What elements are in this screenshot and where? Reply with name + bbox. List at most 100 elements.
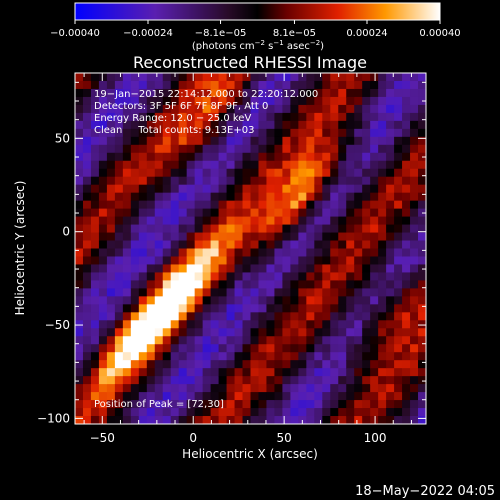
heatmap-cell [306,280,315,289]
heatmap-cell [242,248,252,258]
heatmap-cell [362,384,371,393]
heatmap-cell [306,392,315,401]
heatmap-cell [394,216,403,226]
heatmap-cell [130,392,140,401]
heatmap-cell [122,320,132,329]
heatmap-cell [266,160,276,170]
heatmap-cell [354,392,363,401]
heatmap-cell [402,248,411,258]
heatmap-cell [258,376,268,385]
heatmap-cell [322,360,331,369]
heatmap-cell [146,224,156,234]
heatmap-cell [242,264,252,274]
heatmap-cell [194,152,204,162]
heatmap-cell [362,280,371,289]
heatmap-cell [250,200,260,210]
heatmap-cell [202,392,212,401]
heatmap-cell [418,304,426,313]
heatmap-cell [298,232,307,242]
heatmap-cell [386,328,395,337]
heatmap-cell [258,192,268,202]
heatmap-cell [274,280,284,289]
heatmap-cell [314,73,323,82]
heatmap-cell [298,336,307,345]
heatmap-cell [75,336,84,345]
heatmap-cell [178,144,188,154]
heatmap-cell [282,224,291,234]
heatmap-cell [202,128,212,138]
heatmap-cell [322,80,331,90]
heatmap-cell [210,352,220,361]
heatmap-cell [338,80,347,90]
heatmap-cell [370,416,379,424]
heatmap-cell [170,240,180,250]
heatmap-cell [298,360,307,369]
heatmap-cell [402,112,411,122]
heatmap-cell [226,256,236,266]
heatmap-cell [82,296,92,305]
heatmap-cell [266,192,276,202]
heatmap-cell [210,408,220,417]
heatmap-cell [106,344,116,353]
heatmap-cell [178,73,188,82]
heatmap-cell [306,176,315,186]
heatmap-cell [210,240,220,250]
heatmap-cell [146,160,156,170]
heatmap-cell [226,240,236,250]
heatmap-cell [194,136,204,146]
heatmap-cell [418,128,426,138]
heatmap-cell [98,96,108,106]
heatmap-cell [75,272,84,282]
heatmap-cell [122,176,132,186]
heatmap-cell [194,384,204,393]
heatmap-cell [394,224,403,234]
heatmap-cell [234,344,244,353]
heatmap-cell [322,272,331,282]
heatmap-cell [346,136,355,146]
heatmap-cell [186,392,196,401]
heatmap-cell [90,376,100,385]
heatmap-cell [402,88,411,98]
heatmap-cell [306,344,315,353]
heatmap-cell [274,368,284,377]
heatmap-cell [250,296,260,305]
heatmap-cell [298,248,307,258]
heatmap-cell [202,136,212,146]
heatmap-cell [346,160,355,170]
heatmap-cell [234,232,244,242]
heatmap-cell [362,144,371,154]
heatmap-cell [378,288,387,297]
heatmap-cell [75,80,84,90]
heatmap-cell [170,384,180,393]
heatmap-cell [330,312,339,321]
heatmap-cell [370,232,379,242]
heatmap-cell [250,88,260,98]
heatmap-cell [378,152,387,162]
heatmap-cell [218,104,228,114]
heatmap-cell [370,104,379,114]
heatmap-cell [90,368,100,377]
heatmap-cell [114,192,124,202]
heatmap-cell [258,184,268,194]
heatmap-cell [218,392,228,401]
heatmap-cell [218,224,228,234]
heatmap-cell [170,200,180,210]
heatmap-cell [122,272,132,282]
heatmap-cell [98,248,108,258]
heatmap-cell [386,344,395,353]
info-line-detectors: Detectors: 3F 5F 6F 7F 8F 9F, Att 0 [94,101,268,112]
heatmap-cell [75,136,84,146]
heatmap-cell [346,328,355,337]
heatmap-cell [314,136,323,146]
heatmap-cell [146,144,156,154]
heatmap-cell [130,112,140,122]
heatmap-cell [282,200,291,210]
heatmap-cell [170,280,180,289]
heatmap-cell [298,304,307,313]
heatmap-cell [194,280,204,289]
heatmap-cell [266,296,276,305]
heatmap-cell [106,304,116,313]
heatmap-cell [202,232,212,242]
heatmap-cell [75,352,84,361]
heatmap-cell [106,408,116,417]
